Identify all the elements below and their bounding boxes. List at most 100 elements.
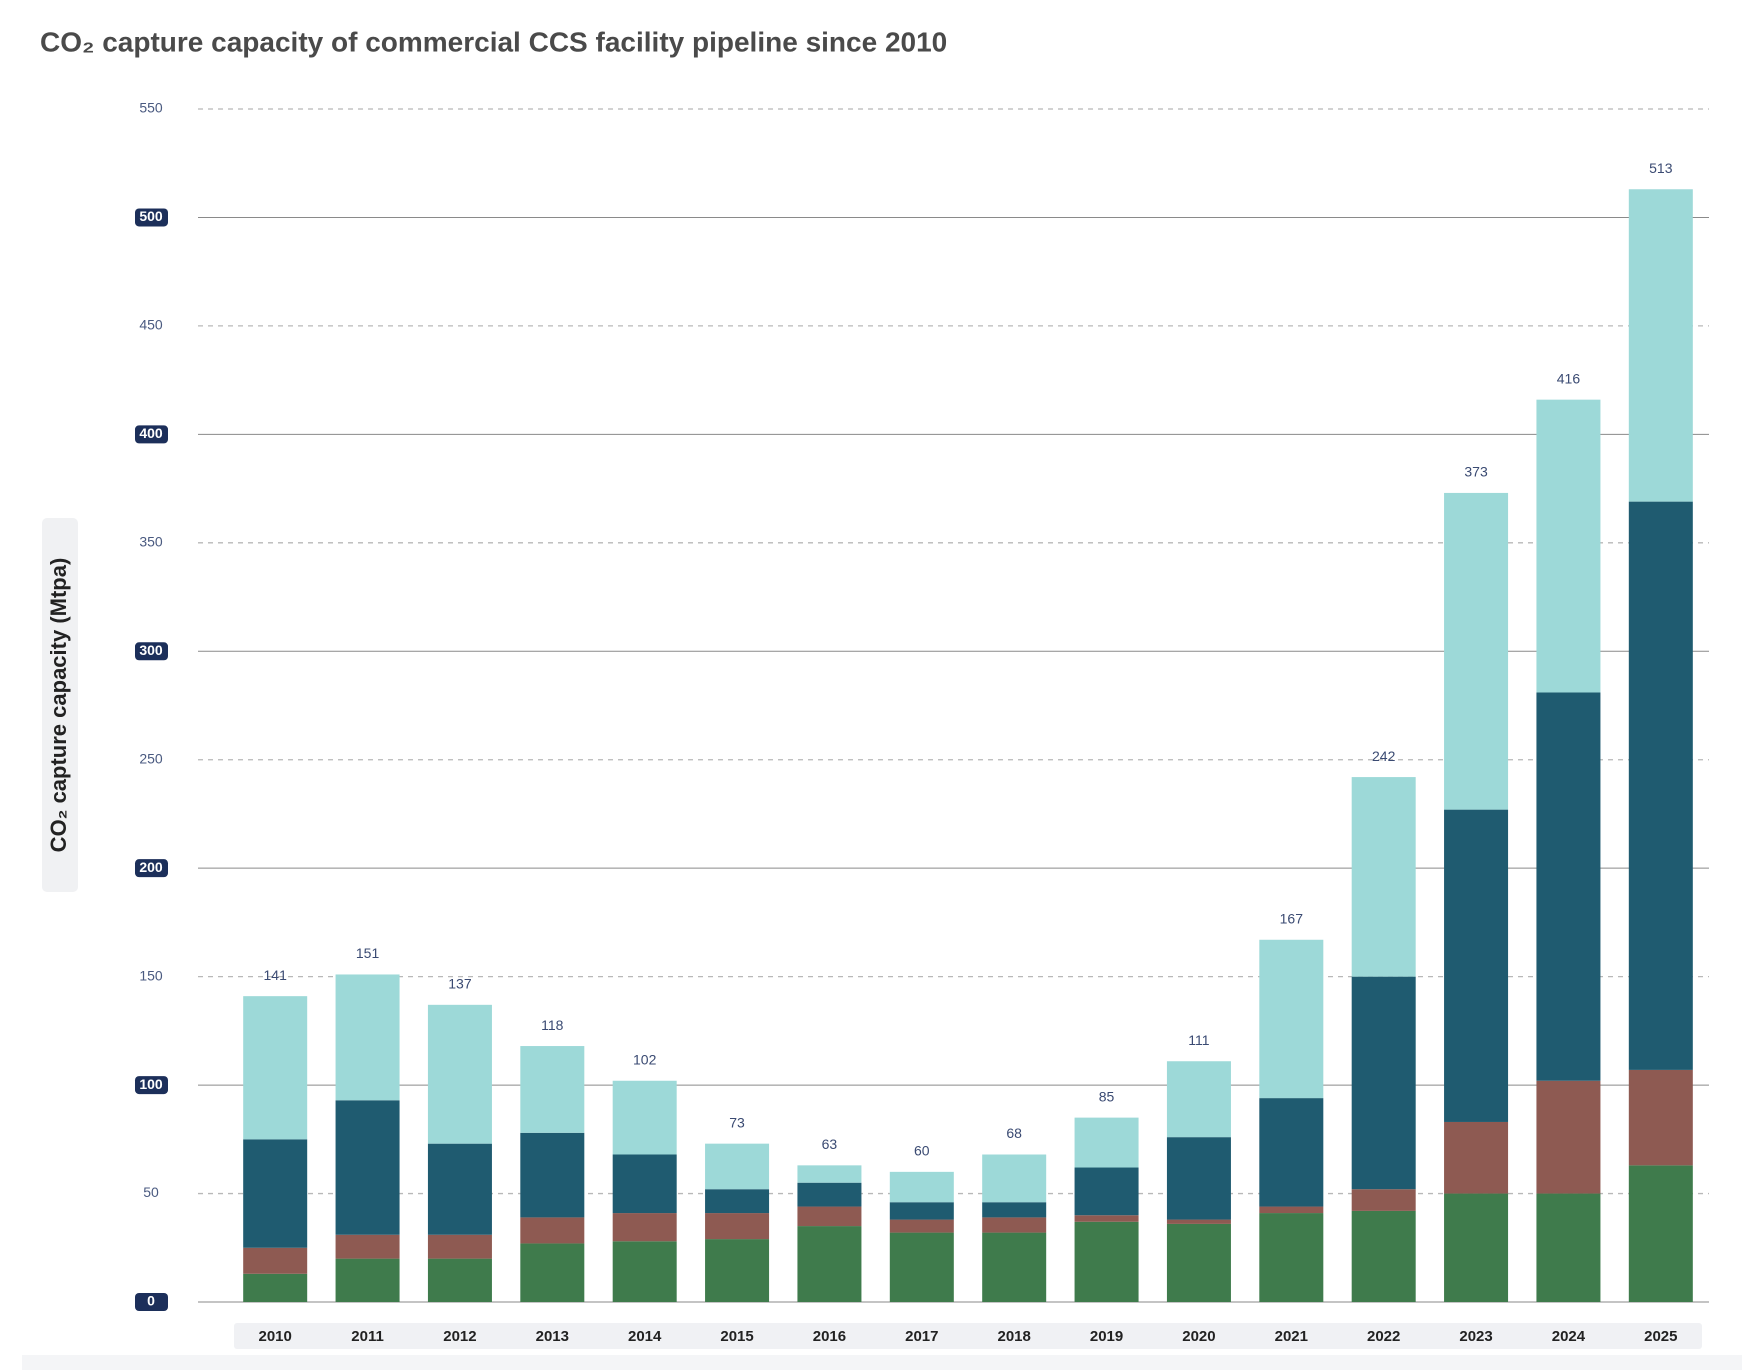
y-tick-pill xyxy=(135,859,168,878)
bar-segment xyxy=(1166,1061,1231,1138)
x-tick-label: 2014 xyxy=(628,1328,662,1345)
y-tick-label: 50 xyxy=(143,1184,159,1200)
bar-segment xyxy=(1259,1213,1324,1302)
x-tick-label: 2019 xyxy=(1090,1328,1123,1345)
bar-segment xyxy=(705,1189,770,1214)
x-tick-label: 2017 xyxy=(905,1328,938,1345)
y-tick-label: 100 xyxy=(139,1076,163,1092)
chart-title: CO₂ capture capacity of commercial CCS f… xyxy=(40,26,947,57)
bar-segment xyxy=(797,1226,862,1302)
bar-segment xyxy=(612,1241,677,1302)
y-tick-label: 250 xyxy=(139,750,163,766)
bar-segment xyxy=(1628,1069,1693,1166)
x-tick-label: 2010 xyxy=(259,1328,292,1345)
bar-segment xyxy=(520,1046,585,1133)
bar-segment xyxy=(335,1258,400,1302)
y-axis-label: CO₂ capture capacity (Mtpa) xyxy=(46,558,71,853)
x-tick-label: 2023 xyxy=(1459,1328,1492,1345)
bar-segment xyxy=(335,1100,400,1235)
y-tick-pill xyxy=(135,1293,168,1311)
bar-segment xyxy=(705,1143,770,1190)
bar-segment xyxy=(1259,1098,1324,1207)
bar-segment xyxy=(427,1143,492,1235)
bar-segment xyxy=(1628,189,1693,502)
x-tick-label: 2018 xyxy=(998,1328,1031,1345)
bar-segment xyxy=(335,1234,400,1259)
bar-segment xyxy=(612,1154,677,1214)
x-tick-label: 2024 xyxy=(1552,1328,1586,1345)
bar-segment xyxy=(1444,492,1509,810)
bar-segment xyxy=(520,1217,585,1244)
bar-segment xyxy=(1074,1221,1139,1302)
bar-segment xyxy=(1536,399,1601,693)
bar-segment xyxy=(1536,692,1601,1081)
bar-segment xyxy=(889,1171,954,1203)
x-tick-label: 2025 xyxy=(1644,1328,1677,1345)
bar-segment xyxy=(982,1154,1047,1203)
total-label: 242 xyxy=(1372,748,1396,764)
total-label: 68 xyxy=(1006,1125,1022,1141)
total-label: 416 xyxy=(1557,370,1581,386)
total-label: 167 xyxy=(1280,910,1304,926)
bar-segment xyxy=(427,1234,492,1259)
bar-segment xyxy=(889,1202,954,1220)
y-tick-label: 500 xyxy=(139,208,163,224)
bar-segment xyxy=(1351,1210,1416,1302)
bar-segment xyxy=(243,996,308,1140)
bar-segment xyxy=(889,1232,954,1302)
bar-segment xyxy=(1628,1165,1693,1302)
bar-segment xyxy=(1444,1121,1509,1194)
bar-segment xyxy=(1074,1167,1139,1216)
y-label-box xyxy=(42,518,78,892)
bar-segment xyxy=(1074,1117,1139,1168)
y-tick-label: 200 xyxy=(139,859,163,875)
total-label: 102 xyxy=(633,1051,657,1067)
total-label: 73 xyxy=(729,1114,745,1130)
footer-strip xyxy=(22,1355,1742,1370)
bar-segment xyxy=(1351,1189,1416,1211)
total-label: 141 xyxy=(264,967,288,983)
bar-segment xyxy=(335,974,400,1101)
bar-segment xyxy=(797,1182,862,1207)
total-label: 137 xyxy=(448,976,472,992)
y-tick-pill xyxy=(135,1076,168,1095)
bar-segment xyxy=(520,1132,585,1218)
bar-segment xyxy=(1074,1215,1139,1222)
y-tick-pill xyxy=(135,642,168,661)
total-label: 60 xyxy=(914,1143,930,1159)
x-label-band xyxy=(234,1323,1702,1349)
bar-segment xyxy=(612,1080,677,1155)
total-label: 373 xyxy=(1464,464,1488,480)
x-tick-label: 2020 xyxy=(1182,1328,1215,1345)
x-tick-label: 2015 xyxy=(720,1328,753,1345)
bar-segment xyxy=(1259,1206,1324,1214)
bar-segment xyxy=(1259,939,1324,1099)
x-tick-label: 2013 xyxy=(536,1328,569,1345)
bar-segment xyxy=(243,1273,308,1302)
bar-segment xyxy=(1628,501,1693,1070)
y-tick-label: 0 xyxy=(147,1293,155,1309)
bar-segment xyxy=(889,1219,954,1233)
bar-segment xyxy=(982,1217,1047,1233)
y-tick-pill xyxy=(135,208,168,227)
y-tick-label: 400 xyxy=(139,425,163,441)
bar-segment xyxy=(1536,1193,1601,1302)
bar-segment xyxy=(243,1139,308,1248)
y-tick-label: 150 xyxy=(139,967,163,983)
bar-segment xyxy=(612,1213,677,1242)
bar-segment xyxy=(520,1243,585,1302)
x-tick-label: 2021 xyxy=(1275,1328,1308,1345)
y-tick-pill xyxy=(135,425,168,444)
total-label: 118 xyxy=(541,1017,564,1033)
x-tick-label: 2016 xyxy=(813,1328,846,1345)
bar-segment xyxy=(705,1213,770,1240)
bar-segment xyxy=(982,1202,1047,1218)
bar-segment xyxy=(982,1232,1047,1302)
total-label: 85 xyxy=(1099,1088,1115,1104)
bar-segment xyxy=(797,1206,862,1227)
x-tick-label: 2012 xyxy=(443,1328,476,1345)
y-tick-label: 350 xyxy=(139,534,163,550)
bar-segment xyxy=(1351,976,1416,1190)
